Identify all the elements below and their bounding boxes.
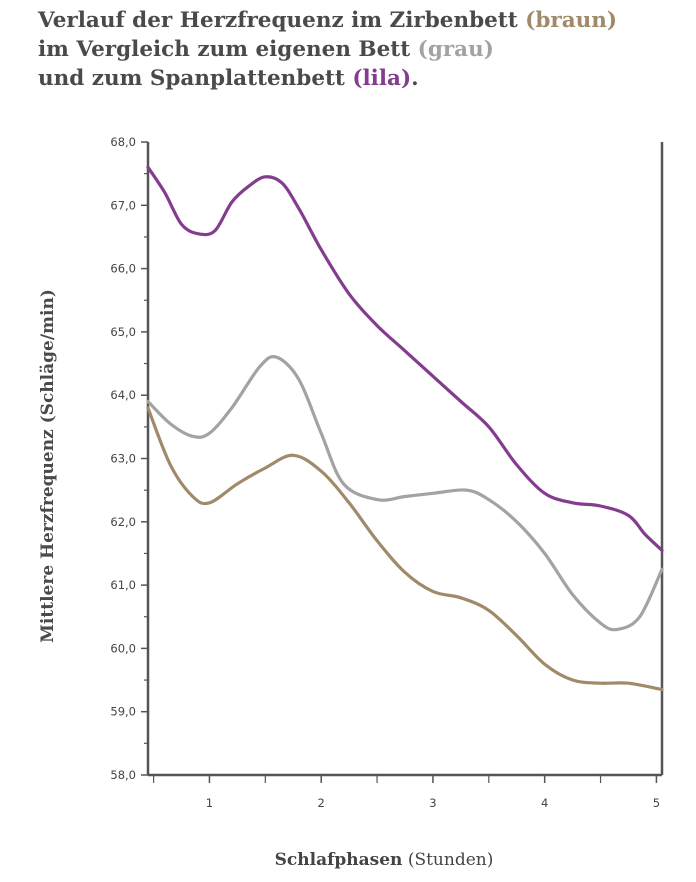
x-tick-label: 4 bbox=[541, 796, 548, 810]
y-tick-label: 59,0 bbox=[110, 705, 136, 719]
y-tick-label: 62,0 bbox=[110, 515, 136, 529]
y-tick-label: 65,0 bbox=[110, 325, 136, 339]
y-tick-label: 60,0 bbox=[110, 641, 136, 655]
x-tick-label: 5 bbox=[653, 796, 660, 810]
series-line-lila bbox=[146, 165, 664, 552]
y-tick-label: 68,0 bbox=[110, 135, 136, 149]
title-line-3-text: und zum Spanplattenbett bbox=[38, 66, 353, 91]
y-tick-label: 64,0 bbox=[110, 388, 136, 402]
title-tag-grau: (grau) bbox=[417, 37, 494, 62]
x-axis-label-rest: (Stunden) bbox=[402, 850, 494, 870]
y-tick-label: 63,0 bbox=[110, 452, 136, 466]
x-tick-label: 1 bbox=[206, 796, 213, 810]
y-tick-label: 61,0 bbox=[110, 578, 136, 592]
title-line-2: im Vergleich zum eigenen Bett (grau) bbox=[38, 35, 688, 64]
title-line-1: Verlauf der Herzfrequenz im Zirbenbett (… bbox=[38, 6, 688, 35]
title-line-1-text: Verlauf der Herzfrequenz im Zirbenbett bbox=[38, 8, 526, 33]
x-tick-label: 3 bbox=[429, 796, 436, 810]
chart-axes: 58,0 59,0 60,0 61,0 62,0 63,0 64,0 65,0 66,0 67,0… bbox=[110, 135, 664, 810]
x-axis-label-bold: Schlafphasen bbox=[274, 850, 403, 870]
chart-series bbox=[146, 165, 664, 692]
series-line-grau bbox=[146, 355, 664, 632]
title-line-3: und zum Spanplattenbett (lila). bbox=[38, 64, 688, 93]
title-tag-lila: (lila) bbox=[352, 66, 412, 91]
chart-title: Verlauf der Herzfrequenz im Zirbenbett (… bbox=[38, 6, 688, 93]
title-line-3-end: . bbox=[411, 66, 419, 91]
y-tick-label: 58,0 bbox=[110, 768, 136, 782]
title-line-2-text: im Vergleich zum eigenen Bett bbox=[38, 37, 418, 62]
title-tag-braun: (braun) bbox=[525, 8, 618, 33]
y-tick-label: 67,0 bbox=[110, 198, 136, 212]
y-tick-label: 66,0 bbox=[110, 262, 136, 276]
y-axis-label: Mittlere Herzfrequenz (Schläge/min) bbox=[38, 289, 58, 643]
series-line-braun bbox=[146, 406, 664, 692]
x-axis-label: Schlafphasen (Stunden) bbox=[0, 850, 696, 870]
x-tick-label: 2 bbox=[318, 796, 325, 810]
